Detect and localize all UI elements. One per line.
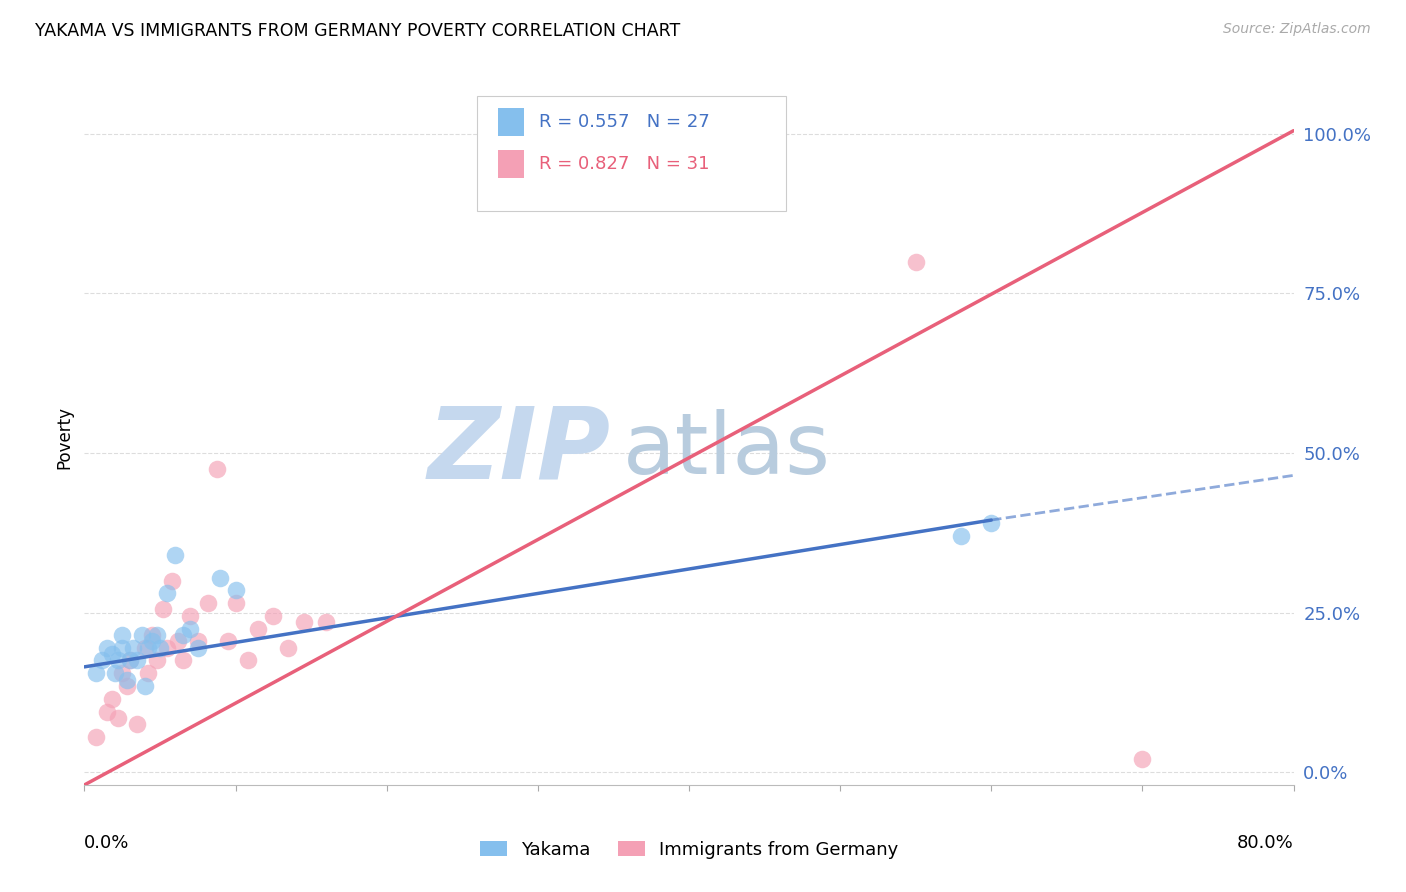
Point — [134, 640, 156, 655]
Point — [86, 666, 108, 681]
Point — [136, 666, 159, 681]
Point — [149, 640, 172, 655]
Text: atlas: atlas — [623, 409, 831, 492]
Legend: Yakama, Immigrants from Germany: Yakama, Immigrants from Germany — [472, 834, 905, 866]
Point — [187, 640, 209, 655]
Point — [111, 628, 134, 642]
Point — [172, 628, 194, 642]
Point — [107, 653, 129, 667]
Point — [121, 640, 143, 655]
Bar — [498, 108, 524, 136]
Point — [134, 679, 156, 693]
Point — [127, 717, 149, 731]
Point — [141, 628, 163, 642]
Point — [96, 705, 118, 719]
Point — [277, 640, 299, 655]
Point — [96, 640, 118, 655]
Point — [156, 640, 179, 655]
Point — [156, 586, 179, 600]
Text: ZIP: ZIP — [427, 402, 610, 500]
Point — [91, 653, 114, 667]
Point — [118, 653, 141, 667]
Point — [262, 608, 284, 623]
Point — [904, 254, 927, 268]
Point — [104, 666, 127, 681]
Point — [127, 653, 149, 667]
Point — [131, 628, 153, 642]
Point — [236, 653, 259, 667]
Point — [86, 730, 108, 744]
Point — [980, 516, 1002, 531]
Point — [167, 634, 190, 648]
Bar — [498, 150, 524, 178]
Point — [115, 679, 138, 693]
Point — [197, 596, 219, 610]
Text: 0.0%: 0.0% — [84, 834, 129, 852]
Point — [141, 634, 163, 648]
Point — [160, 574, 183, 588]
Point — [111, 666, 134, 681]
FancyBboxPatch shape — [478, 96, 786, 211]
Point — [217, 634, 239, 648]
Point — [146, 653, 169, 667]
Point — [115, 673, 138, 687]
Point — [225, 596, 247, 610]
Point — [100, 691, 122, 706]
Point — [107, 711, 129, 725]
Point — [146, 628, 169, 642]
Point — [152, 602, 174, 616]
Point — [209, 570, 232, 584]
Point — [100, 647, 122, 661]
Point — [292, 615, 315, 630]
Point — [225, 583, 247, 598]
Point — [136, 640, 159, 655]
Text: YAKAMA VS IMMIGRANTS FROM GERMANY POVERTY CORRELATION CHART: YAKAMA VS IMMIGRANTS FROM GERMANY POVERT… — [35, 22, 681, 40]
Point — [247, 622, 270, 636]
Point — [111, 640, 134, 655]
Text: 80.0%: 80.0% — [1237, 834, 1294, 852]
Y-axis label: Poverty: Poverty — [55, 406, 73, 468]
Point — [187, 634, 209, 648]
Point — [179, 608, 201, 623]
Point — [950, 529, 973, 543]
Point — [179, 622, 201, 636]
Point — [207, 462, 229, 476]
Point — [118, 653, 141, 667]
Point — [315, 615, 337, 630]
Point — [165, 548, 187, 562]
Text: Source: ZipAtlas.com: Source: ZipAtlas.com — [1223, 22, 1371, 37]
Text: R = 0.827   N = 31: R = 0.827 N = 31 — [538, 154, 710, 173]
Point — [1130, 752, 1153, 766]
Point — [172, 653, 194, 667]
Text: R = 0.557   N = 27: R = 0.557 N = 27 — [538, 113, 710, 131]
